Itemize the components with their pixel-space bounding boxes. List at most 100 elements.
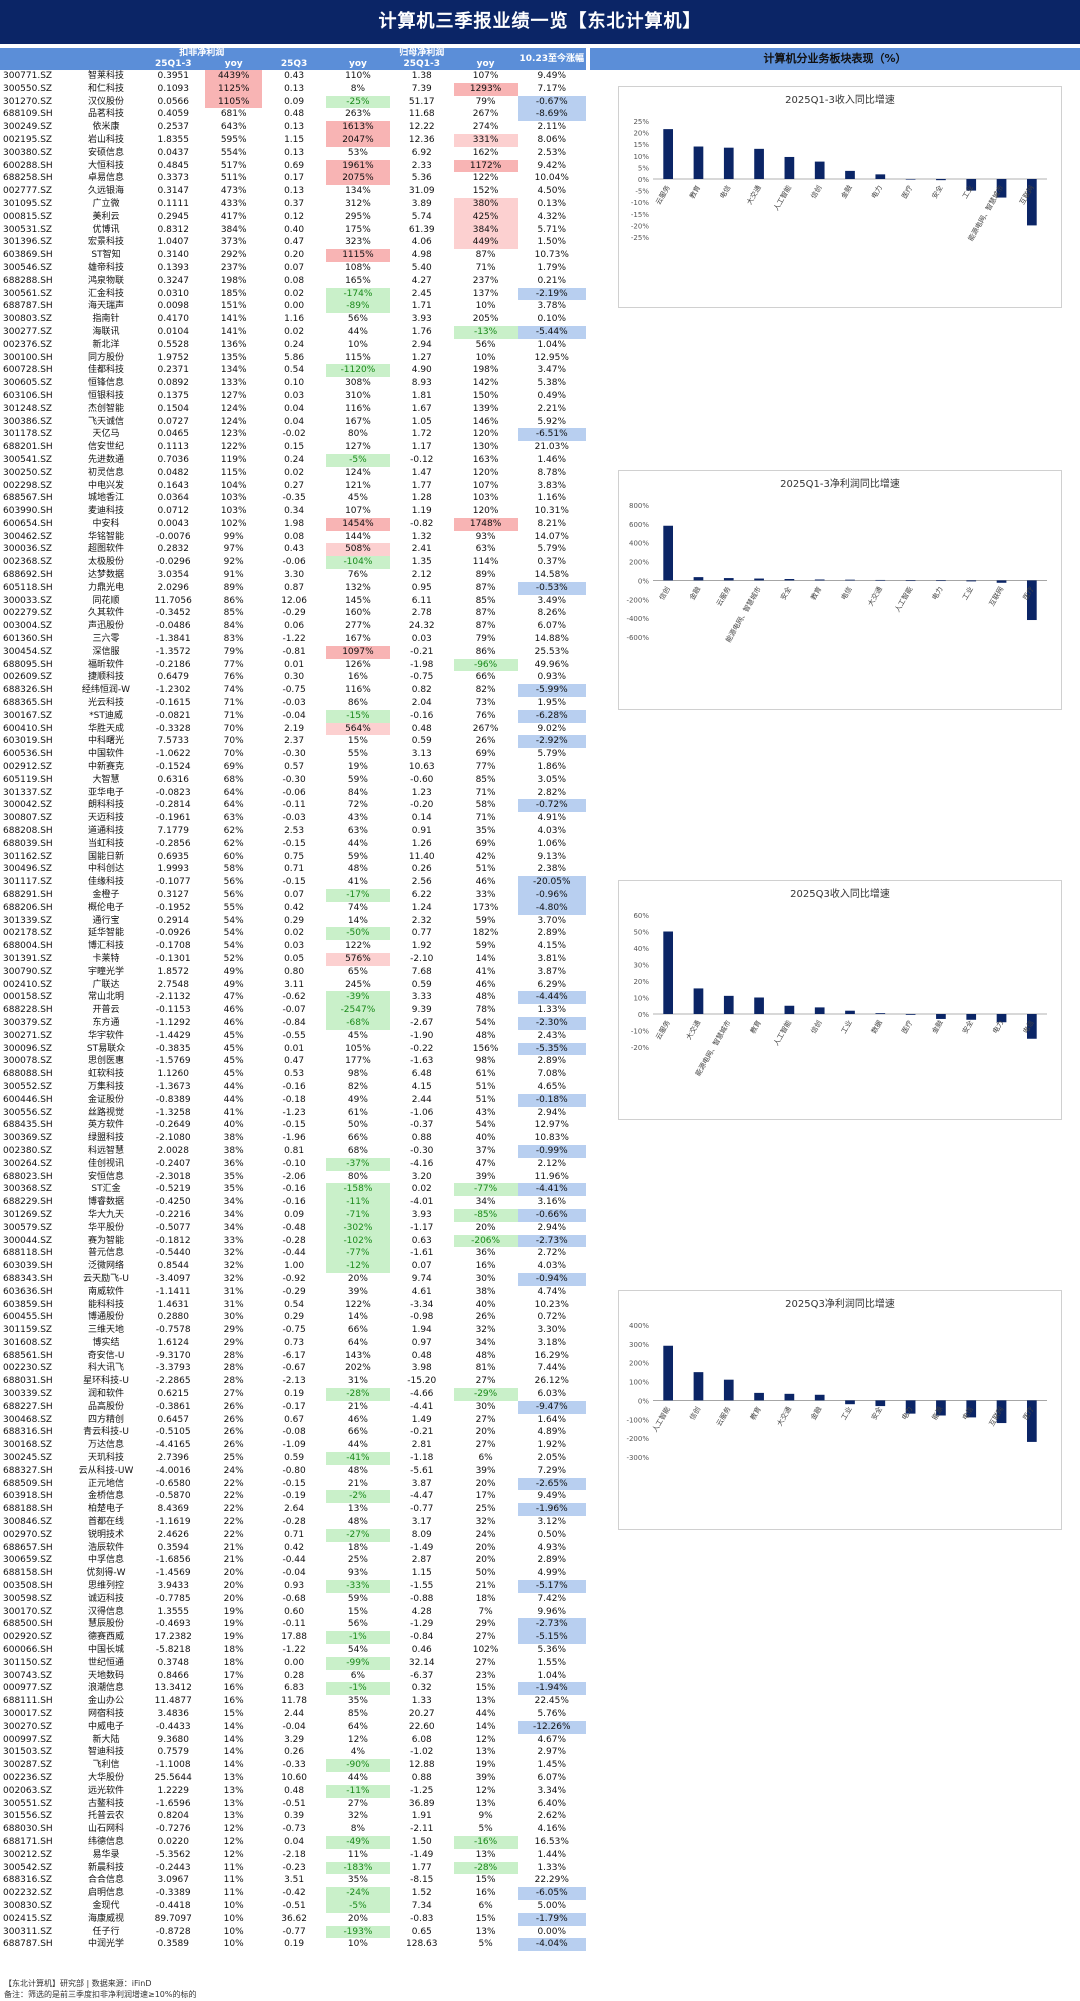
guimu-yoy-2: 87% xyxy=(475,608,496,619)
koufei-q1-3: 0.0892 xyxy=(157,378,190,389)
guimu-yoy: 72% xyxy=(326,799,390,813)
stock-code: 002376.SZ xyxy=(0,338,71,352)
stock-code: 300167.SZ xyxy=(3,710,53,721)
price-change: 2.94% xyxy=(537,1222,567,1233)
q3-value: 0.04 xyxy=(262,415,327,429)
koufei-q1-3: 0.1375 xyxy=(141,389,206,403)
koufei-q1-3: 1.4631 xyxy=(157,1299,190,1310)
stock-code: 600288.SH xyxy=(0,159,71,173)
price-change: 4.93% xyxy=(517,1541,586,1555)
koufei-yoy: 71% xyxy=(223,710,244,721)
table-row: 301556.SZ 托普云农 0.8204 13% 0.39 32% 1.91 9% 2.62% xyxy=(0,1810,586,1823)
guimu-yoy: -37% xyxy=(326,1157,390,1171)
koufei-yoy: 11% xyxy=(223,1888,244,1899)
guimu-q1-3: 0.97 xyxy=(389,1336,454,1350)
stock-code: 688787.SH xyxy=(3,301,53,312)
price-change: 2.82% xyxy=(537,787,567,798)
guimu-yoy-2: 173% xyxy=(453,901,518,915)
stock-code: 688208.SH xyxy=(0,825,71,838)
price-change: 14.58% xyxy=(517,569,586,582)
guimu-yoy-2: 61% xyxy=(475,1069,496,1080)
q3-value: 0.03 xyxy=(262,389,327,403)
table-row: 300264.SZ 佳创视讯 -0.2407 36% -0.10 -37% -4.16 47%… xyxy=(0,1157,586,1171)
guimu-yoy-2: 63% xyxy=(453,543,518,557)
koufei-yoy: 29% xyxy=(223,1325,244,1336)
stock-code: 688291.SH xyxy=(3,890,53,900)
price-change: 5.00% xyxy=(517,1899,586,1913)
koufei-yoy: 26% xyxy=(223,1401,244,1412)
stock-name: 四方精创 xyxy=(70,1413,142,1427)
table-row: 300579.SZ 华平股份 -0.5077 34% -0.48 -302% -1.17 20… xyxy=(0,1221,586,1235)
price-change: -1.94% xyxy=(517,1682,586,1696)
stock-name: 恒锋信息 xyxy=(88,378,125,389)
category-label: 安全 xyxy=(960,1019,975,1036)
stock-name: 易华录 xyxy=(70,1848,142,1862)
stock-code: 300033.SZ xyxy=(0,594,71,608)
table-row: 688435.SH 英方软件 -0.2649 40% -0.15 50% -0.37 54% 1… xyxy=(0,1119,586,1132)
koufei-q1-3: 0.0712 xyxy=(157,506,190,517)
koufei-yoy: 19% xyxy=(205,1618,263,1632)
koufei-q1-3: 0.3594 xyxy=(141,1541,206,1555)
koufei-yoy: 198% xyxy=(220,275,247,286)
q3-value: -0.30 xyxy=(262,748,327,762)
guimu-q1-3: 12.22 xyxy=(408,122,435,133)
stock-code: 002410.SZ xyxy=(0,978,71,992)
guimu-yoy-2: 107% xyxy=(472,71,499,81)
guimu-q1-3: 0.88 xyxy=(389,1771,454,1785)
koufei-q1-3: -0.0823 xyxy=(155,787,191,798)
q3-value: 0.93 xyxy=(284,1581,305,1592)
table-row: 300468.SZ 四方精创 0.6457 26% 0.67 46% 1.49 27% 1.64… xyxy=(0,1413,586,1427)
table-row: 301178.SZ 天亿马 0.0465 123% -0.02 80% 1.72 120% -6… xyxy=(0,428,586,442)
guimu-yoy: -39% xyxy=(326,991,390,1005)
price-change: 9.96% xyxy=(537,1606,567,1617)
guimu-yoy-2: 30% xyxy=(475,1273,496,1284)
price-change: 0.21% xyxy=(537,275,567,286)
price-change: 7.08% xyxy=(537,1069,567,1080)
stock-code: 002368.SZ xyxy=(3,557,53,568)
header-col: 25Q1-3 xyxy=(141,59,206,70)
stock-code: 300245.SZ xyxy=(3,1453,53,1464)
q3-value: -0.15 xyxy=(282,838,306,849)
guimu-q1-3: 11.40 xyxy=(389,850,454,864)
price-change: 12.97% xyxy=(534,1120,569,1131)
guimu-yoy: 18% xyxy=(326,1541,390,1555)
stock-code: 300386.SZ xyxy=(0,415,71,429)
table-row: 300250.SZ 初灵信息 0.0482 115% 0.02 124% 1.47 120% 8… xyxy=(0,466,586,480)
price-change: 7.42% xyxy=(517,1592,586,1606)
bar xyxy=(966,1400,977,1418)
table-row: 600536.SH 中国软件 -1.0622 70% -0.30 55% 3.13 69% 5.… xyxy=(0,748,586,762)
stock-code: 000997.SZ xyxy=(3,1734,53,1745)
guimu-yoy: 66% xyxy=(326,1132,390,1145)
koufei-yoy: 28% xyxy=(223,1376,244,1387)
guimu-q1-3: 10.63 xyxy=(408,762,435,773)
category-label: 云服务 xyxy=(714,1405,732,1428)
guimu-yoy-2: 150% xyxy=(453,389,518,403)
price-change: 4.03% xyxy=(517,1260,586,1273)
stock-name: 宏景科技 xyxy=(70,236,142,250)
guimu-yoy-2: 9% xyxy=(478,1811,493,1822)
guimu-q1-3: -0.20 xyxy=(389,799,454,813)
koufei-yoy: 77% xyxy=(223,659,244,670)
table-row: 301095.SZ 广立微 0.1111 433% 0.37 312% 3.89 380% 0.… xyxy=(0,197,586,211)
guimu-yoy-2: 156% xyxy=(472,1043,499,1054)
guimu-yoy: 10% xyxy=(326,338,390,352)
koufei-yoy: 1125% xyxy=(205,82,263,96)
q3-value: -1.96 xyxy=(262,1132,327,1145)
header-blank xyxy=(0,59,71,70)
stock-code: 300542.SZ xyxy=(3,1862,53,1873)
koufei-yoy: 122% xyxy=(205,441,263,454)
stock-name: 声迅股份 xyxy=(70,620,142,634)
guimu-yoy: -89% xyxy=(326,300,390,314)
stock-code: 002298.SZ xyxy=(3,480,53,491)
stock-name: 久远银海 xyxy=(70,185,142,198)
koufei-yoy: 46% xyxy=(205,1004,263,1017)
q3-value: 0.75 xyxy=(262,850,327,864)
koufei-q1-3: -3.4097 xyxy=(155,1273,191,1284)
stock-code: 300036.SZ xyxy=(0,543,71,557)
price-change: -1.79% xyxy=(517,1912,586,1926)
koufei-yoy: 20% xyxy=(223,1581,244,1592)
price-change: 16.53% xyxy=(534,1836,569,1847)
price-change: 9.42% xyxy=(517,159,586,173)
koufei-yoy: 27% xyxy=(205,1388,263,1401)
stock-name: 当虹科技 xyxy=(88,838,125,849)
